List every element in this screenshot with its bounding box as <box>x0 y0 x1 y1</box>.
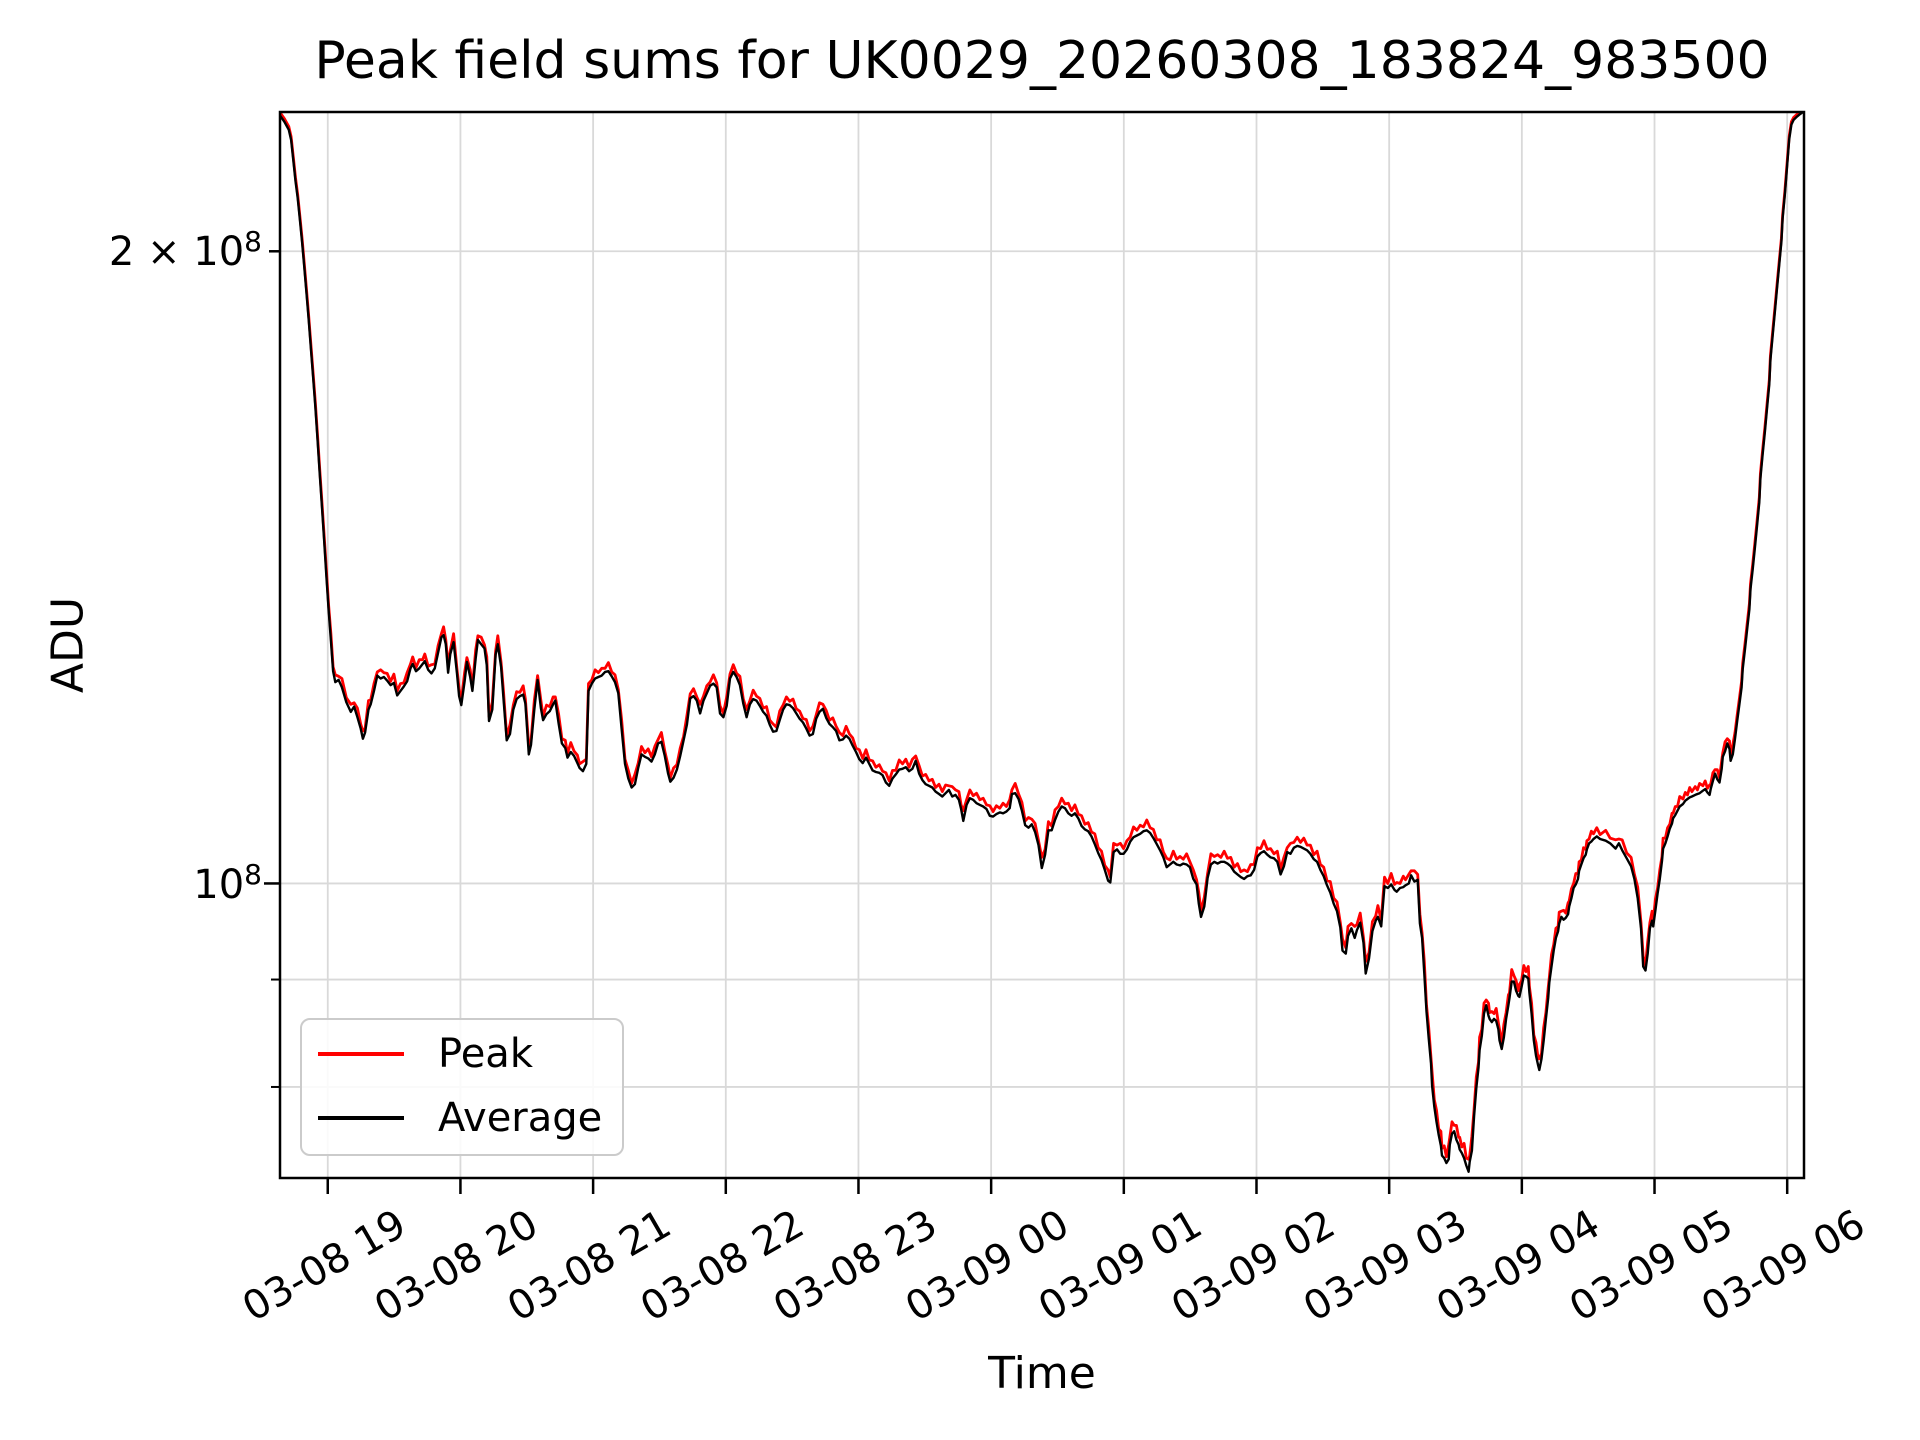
y-axis-label: ADU <box>42 596 94 694</box>
series-peak <box>280 112 1804 1161</box>
y-tick-label: 2 × 108 <box>108 225 262 276</box>
legend-item-peak: Peak <box>302 1031 533 1077</box>
legend-line-peak <box>318 1052 404 1056</box>
legend-label-peak: Peak <box>438 1031 533 1077</box>
series-average <box>280 112 1804 1173</box>
axes-spines <box>278 110 1806 1180</box>
legend-item-average: Average <box>302 1095 603 1141</box>
x-axis-label: Time <box>988 1348 1096 1399</box>
y-tick-label: 108 <box>193 857 262 908</box>
legend-line-average <box>318 1116 404 1120</box>
legend: Peak Average <box>300 1018 624 1156</box>
chart-title: Peak field sums for UK0029_20260308_1838… <box>314 31 1770 91</box>
legend-label-average: Average <box>438 1095 603 1141</box>
